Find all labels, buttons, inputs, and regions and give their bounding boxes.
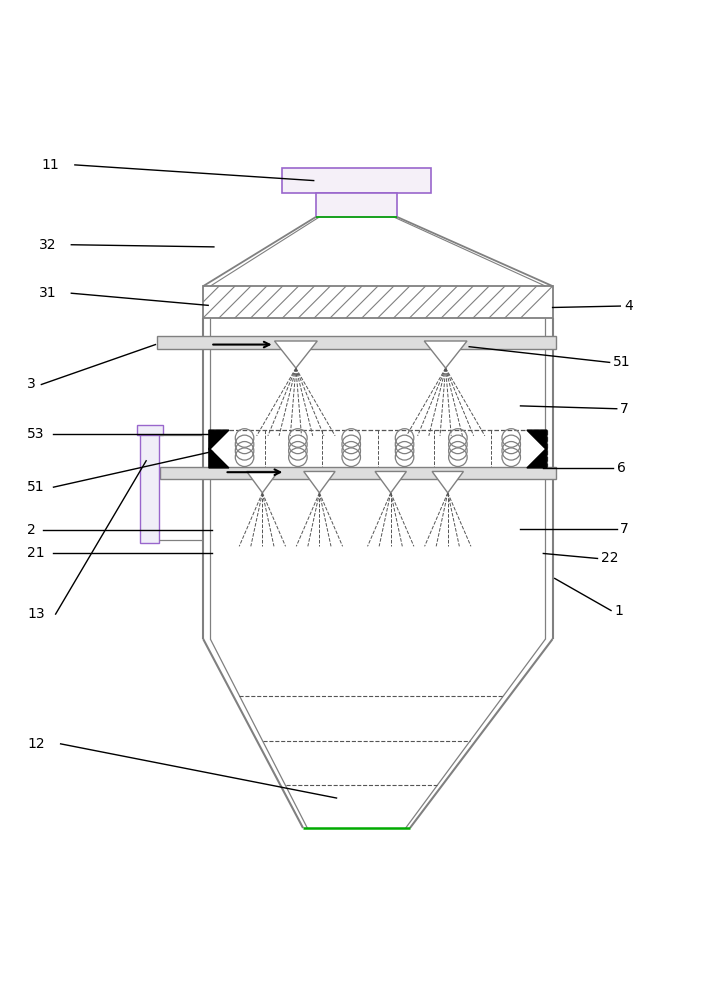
Text: 51: 51 bbox=[27, 480, 45, 494]
Text: 22: 22 bbox=[601, 551, 619, 565]
Text: 21: 21 bbox=[27, 546, 45, 560]
Text: 11: 11 bbox=[41, 158, 59, 172]
Polygon shape bbox=[424, 341, 467, 368]
Bar bbox=[282, 168, 431, 193]
Text: 53: 53 bbox=[27, 427, 45, 441]
Bar bbox=[160, 467, 556, 479]
Text: 31: 31 bbox=[39, 286, 57, 300]
Polygon shape bbox=[375, 471, 406, 493]
Bar bbox=[157, 336, 556, 349]
Text: 3: 3 bbox=[27, 377, 36, 391]
Text: 7: 7 bbox=[620, 522, 629, 536]
Bar bbox=[203, 286, 553, 318]
Text: 2: 2 bbox=[27, 523, 36, 537]
Text: 13: 13 bbox=[27, 607, 45, 621]
Text: 32: 32 bbox=[39, 238, 57, 252]
Polygon shape bbox=[209, 448, 229, 468]
Polygon shape bbox=[527, 430, 547, 450]
Text: 51: 51 bbox=[613, 355, 631, 369]
Text: 1: 1 bbox=[615, 604, 623, 618]
Text: 6: 6 bbox=[617, 461, 625, 475]
Text: 7: 7 bbox=[620, 402, 629, 416]
Polygon shape bbox=[527, 448, 547, 468]
Bar bbox=[140, 432, 159, 543]
Bar bbox=[316, 193, 397, 217]
Polygon shape bbox=[275, 341, 317, 368]
Text: 12: 12 bbox=[27, 737, 45, 751]
Polygon shape bbox=[432, 471, 463, 493]
Polygon shape bbox=[304, 471, 335, 493]
Polygon shape bbox=[247, 471, 278, 493]
Bar bbox=[137, 425, 163, 435]
Text: 4: 4 bbox=[624, 299, 632, 313]
Polygon shape bbox=[209, 430, 229, 450]
